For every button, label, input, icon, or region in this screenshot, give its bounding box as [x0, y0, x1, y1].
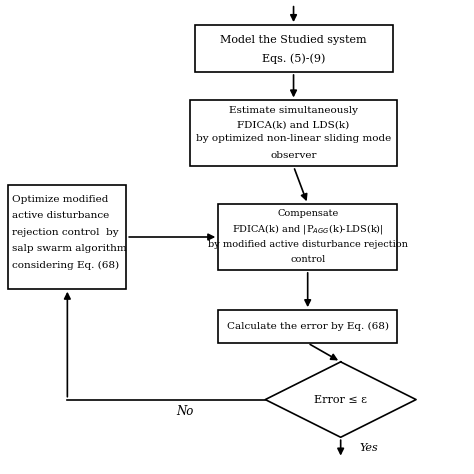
Polygon shape: [265, 362, 416, 438]
FancyBboxPatch shape: [9, 185, 126, 289]
Text: Eqs. (5)-(9): Eqs. (5)-(9): [262, 54, 325, 64]
Text: Compensate: Compensate: [277, 209, 338, 218]
Text: Optimize modified: Optimize modified: [12, 195, 109, 204]
Text: Model the Studied system: Model the Studied system: [220, 35, 367, 45]
Text: rejection control  by: rejection control by: [12, 228, 119, 237]
Text: FDICA(k) and |P$_{AGG}$(k)-LDS(k)|: FDICA(k) and |P$_{AGG}$(k)-LDS(k)|: [232, 221, 383, 236]
Text: by optimized non-linear sliding mode: by optimized non-linear sliding mode: [196, 135, 391, 144]
FancyBboxPatch shape: [190, 100, 397, 166]
FancyBboxPatch shape: [195, 25, 392, 72]
Text: Estimate simultaneously: Estimate simultaneously: [229, 106, 358, 115]
Text: observer: observer: [270, 152, 317, 161]
Text: by modified active disturbance rejection: by modified active disturbance rejection: [208, 240, 408, 249]
Text: control: control: [290, 255, 325, 264]
Text: Error ≤ ε: Error ≤ ε: [314, 394, 367, 405]
FancyBboxPatch shape: [218, 310, 397, 343]
Text: Yes: Yes: [359, 443, 378, 453]
Text: active disturbance: active disturbance: [12, 211, 109, 220]
Text: Calculate the error by Eq. (68): Calculate the error by Eq. (68): [227, 322, 389, 331]
FancyBboxPatch shape: [218, 204, 397, 270]
Text: No: No: [176, 405, 194, 418]
Text: considering Eq. (68): considering Eq. (68): [12, 261, 119, 270]
Text: FDICA(k) and LDS(k): FDICA(k) and LDS(k): [237, 120, 350, 129]
Text: salp swarm algorithm: salp swarm algorithm: [12, 244, 127, 253]
